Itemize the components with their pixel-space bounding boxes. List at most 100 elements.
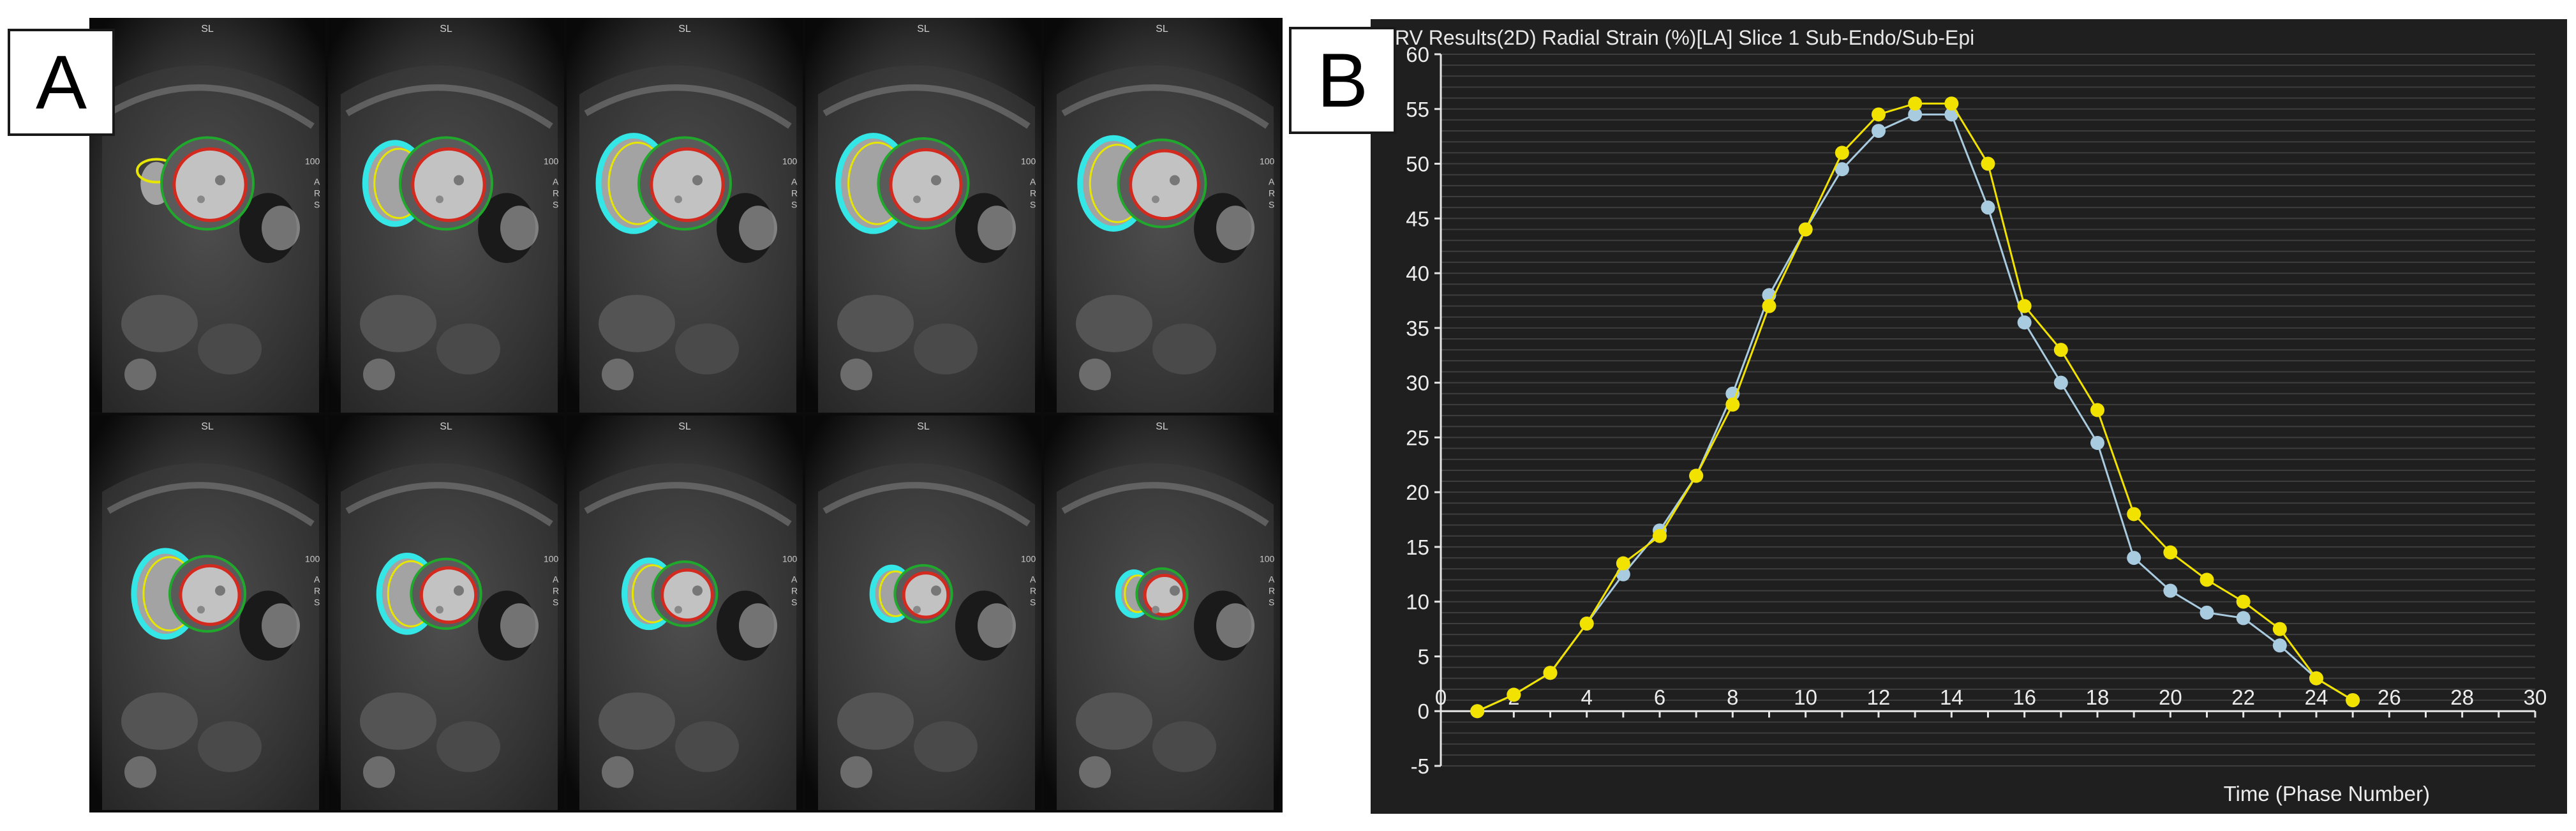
- y-tick-label: 30: [1406, 371, 1429, 395]
- data-point: [1616, 556, 1630, 571]
- orientation-label: SL: [1156, 24, 1168, 34]
- data-point: [1835, 146, 1849, 160]
- side-label: S: [553, 199, 558, 209]
- y-tick-label: 25: [1406, 426, 1429, 449]
- data-point: [1579, 617, 1594, 631]
- mri-image: SL 100 ARS: [805, 18, 1041, 413]
- strain-chart-panel: RV Results(2D) Radial Strain (%)[LA] Sli…: [1371, 19, 2567, 814]
- data-point: [1872, 107, 1886, 122]
- side-label: R: [1269, 188, 1275, 198]
- mri-slice-8: SL 100 A R S: [567, 415, 803, 810]
- data-point: [2053, 343, 2068, 357]
- data-point: [1835, 162, 1849, 177]
- orientation-label: SL: [201, 421, 214, 431]
- scale-label: 100: [544, 156, 559, 166]
- x-tick-label: 6: [1654, 685, 1665, 709]
- data-point: [1507, 687, 1521, 702]
- y-tick-label: 10: [1406, 590, 1429, 614]
- data-point: [2346, 693, 2360, 708]
- data-point: [1908, 96, 1923, 111]
- mri-slice-3: SL 100 A R S: [567, 18, 803, 413]
- data-point: [2090, 435, 2104, 450]
- mri-image: SL 100 ARS: [567, 415, 803, 810]
- data-point: [1981, 156, 1995, 171]
- side-label: R: [1269, 585, 1275, 595]
- data-point: [1908, 107, 1923, 122]
- series-line: [1477, 113, 2353, 712]
- data-point: [1543, 666, 1558, 680]
- mri-slice-9: SL 100 A R S: [805, 415, 1041, 810]
- mri-image: SL 100 ARS: [1044, 415, 1280, 810]
- y-tick-label: 0: [1418, 700, 1429, 723]
- side-label: A: [314, 574, 320, 584]
- x-axis-label: Time (Phase Number): [2224, 782, 2430, 805]
- orientation-label: SL: [678, 421, 691, 431]
- mri-image: SL 100 ARS: [89, 18, 325, 413]
- side-label: A: [1030, 176, 1036, 186]
- data-point: [2200, 605, 2214, 620]
- mri-slice-2: SL 100 A R S: [328, 18, 564, 413]
- mri-image: SL 100 ARS: [328, 18, 564, 413]
- data-point: [2163, 583, 2178, 598]
- data-point: [2127, 507, 2141, 521]
- y-tick-label: 15: [1406, 535, 1429, 559]
- scale-label: 100: [305, 156, 320, 166]
- x-tick-label: 20: [2159, 685, 2182, 709]
- side-label: S: [791, 199, 797, 209]
- mri-slice-6: SL 100 A R S: [89, 415, 325, 810]
- data-point: [2053, 375, 2068, 390]
- x-tick-label: 26: [2378, 685, 2401, 709]
- side-label: A: [791, 176, 798, 186]
- side-label: A: [1269, 176, 1275, 186]
- data-point: [1689, 468, 1704, 483]
- side-label: R: [791, 585, 798, 595]
- mri-slice-4: SL 100 A R S: [805, 18, 1041, 413]
- side-label: S: [1030, 199, 1036, 209]
- data-point: [2272, 622, 2287, 636]
- data-point: [1944, 96, 1959, 111]
- chart-title: RV Results(2D) Radial Strain (%)[LA] Sli…: [1395, 26, 1974, 49]
- orientation-label: SL: [917, 24, 930, 34]
- data-point: [1798, 222, 1813, 237]
- series-1: [1470, 107, 2360, 719]
- data-point: [2017, 315, 2032, 330]
- side-label: A: [1030, 574, 1036, 584]
- y-tick-label: 40: [1406, 262, 1429, 285]
- orientation-label: SL: [201, 24, 214, 34]
- chart-series: [1470, 96, 2360, 719]
- y-tick-label: 20: [1406, 481, 1429, 504]
- chart-tick-labels: -505101520253035404550556002468101214161…: [1406, 43, 2547, 778]
- side-label: A: [314, 176, 320, 186]
- orientation-label: SL: [1156, 421, 1168, 431]
- data-point: [2017, 299, 2032, 313]
- series-2: [1470, 96, 2360, 719]
- scale-label: 100: [782, 156, 798, 166]
- data-point: [1762, 299, 1776, 313]
- x-tick-label: 10: [1794, 685, 1817, 709]
- x-tick-label: 28: [2450, 685, 2474, 709]
- scale-label: 100: [1021, 553, 1036, 564]
- data-point: [2236, 611, 2251, 625]
- side-label: R: [1030, 188, 1036, 198]
- scale-label: 100: [782, 553, 798, 564]
- side-label: R: [1030, 585, 1036, 595]
- mri-image: SL 100 ARS: [1044, 18, 1280, 413]
- chart-axes: [1434, 53, 2536, 767]
- panel-label-b: B: [1289, 27, 1396, 134]
- orientation-label: SL: [440, 24, 452, 34]
- scale-label: 100: [1260, 156, 1275, 166]
- side-label: S: [1269, 199, 1274, 209]
- mri-slice-5: SL 100 A R S: [1044, 18, 1280, 413]
- x-tick-label: 30: [2524, 685, 2547, 709]
- mri-image: SL 100 ARS: [328, 415, 564, 810]
- y-tick-label: 50: [1406, 153, 1429, 176]
- side-label: R: [791, 188, 798, 198]
- y-tick-label: 5: [1418, 645, 1429, 668]
- side-label: R: [314, 585, 320, 595]
- mri-image: SL 100 ARS: [567, 18, 803, 413]
- data-point: [2163, 545, 2178, 560]
- side-label: S: [1269, 597, 1274, 607]
- side-label: S: [791, 597, 797, 607]
- y-tick-label: 60: [1406, 43, 1429, 66]
- chart-grid: [1441, 54, 2535, 767]
